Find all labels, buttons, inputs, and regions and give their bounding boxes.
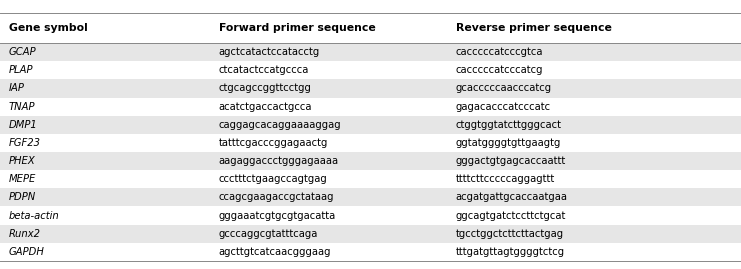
Text: ctggtggtatcttgggcact: ctggtggtatcttgggcact bbox=[456, 120, 562, 130]
Text: caggagcacaggaaaaggag: caggagcacaggaaaaggag bbox=[219, 120, 341, 130]
Text: Gene symbol: Gene symbol bbox=[9, 23, 87, 33]
Text: ccctttctgaagccagtgag: ccctttctgaagccagtgag bbox=[219, 174, 328, 184]
Bar bbox=[0, 116, 741, 134]
Text: IAP: IAP bbox=[9, 83, 24, 93]
Text: acatctgaccactgcca: acatctgaccactgcca bbox=[219, 102, 312, 112]
Text: agcttgtcatcaacgggaag: agcttgtcatcaacgggaag bbox=[219, 247, 331, 257]
Bar bbox=[0, 152, 741, 170]
Text: PDPN: PDPN bbox=[9, 192, 36, 202]
Bar bbox=[0, 43, 741, 61]
Text: gggactgtgagcaccaattt: gggactgtgagcaccaattt bbox=[456, 156, 566, 166]
Text: Reverse primer sequence: Reverse primer sequence bbox=[456, 23, 611, 33]
Text: GAPDH: GAPDH bbox=[9, 247, 44, 257]
Text: ctcatactccatgccca: ctcatactccatgccca bbox=[219, 65, 309, 75]
Text: tgcctggctcttcttactgag: tgcctggctcttcttactgag bbox=[456, 229, 564, 239]
Text: ggcagtgatctccttctgcat: ggcagtgatctccttctgcat bbox=[456, 211, 566, 221]
Text: cacccccatcccatcg: cacccccatcccatcg bbox=[456, 65, 543, 75]
Text: gggaaatcgtgcgtgacatta: gggaaatcgtgcgtgacatta bbox=[219, 211, 336, 221]
Text: ctgcagccggttcctgg: ctgcagccggttcctgg bbox=[219, 83, 311, 93]
Text: tatttcgacccggagaactg: tatttcgacccggagaactg bbox=[219, 138, 328, 148]
Text: agctcatactccatacctg: agctcatactccatacctg bbox=[219, 47, 320, 57]
Text: gagacacccatcccatc: gagacacccatcccatc bbox=[456, 102, 551, 112]
Bar bbox=[0, 79, 741, 98]
Text: TNAP: TNAP bbox=[9, 102, 36, 112]
Text: cacccccatcccgtca: cacccccatcccgtca bbox=[456, 47, 543, 57]
Text: PHEX: PHEX bbox=[9, 156, 36, 166]
Text: Forward primer sequence: Forward primer sequence bbox=[219, 23, 376, 33]
Text: tttgatgttagtggggtctcg: tttgatgttagtggggtctcg bbox=[456, 247, 565, 257]
Bar bbox=[0, 188, 741, 207]
Text: ttttcttcccccaggagttt: ttttcttcccccaggagttt bbox=[456, 174, 555, 184]
Text: Runx2: Runx2 bbox=[9, 229, 41, 239]
Text: gcccaggcgtatttcaga: gcccaggcgtatttcaga bbox=[219, 229, 318, 239]
Text: PLAP: PLAP bbox=[9, 65, 33, 75]
Text: MEPE: MEPE bbox=[9, 174, 36, 184]
Text: beta-actin: beta-actin bbox=[9, 211, 59, 221]
Text: ccagcgaagaccgctataag: ccagcgaagaccgctataag bbox=[219, 192, 334, 202]
Text: GCAP: GCAP bbox=[9, 47, 36, 57]
Text: DMP1: DMP1 bbox=[9, 120, 38, 130]
Text: gcacccccaacccatcg: gcacccccaacccatcg bbox=[456, 83, 552, 93]
Text: aagaggaccctgggagaaaa: aagaggaccctgggagaaaa bbox=[219, 156, 339, 166]
Bar bbox=[0, 225, 741, 243]
Text: FGF23: FGF23 bbox=[9, 138, 41, 148]
Text: acgatgattgcaccaatgaa: acgatgattgcaccaatgaa bbox=[456, 192, 568, 202]
Text: ggtatggggtgttgaagtg: ggtatggggtgttgaagtg bbox=[456, 138, 561, 148]
